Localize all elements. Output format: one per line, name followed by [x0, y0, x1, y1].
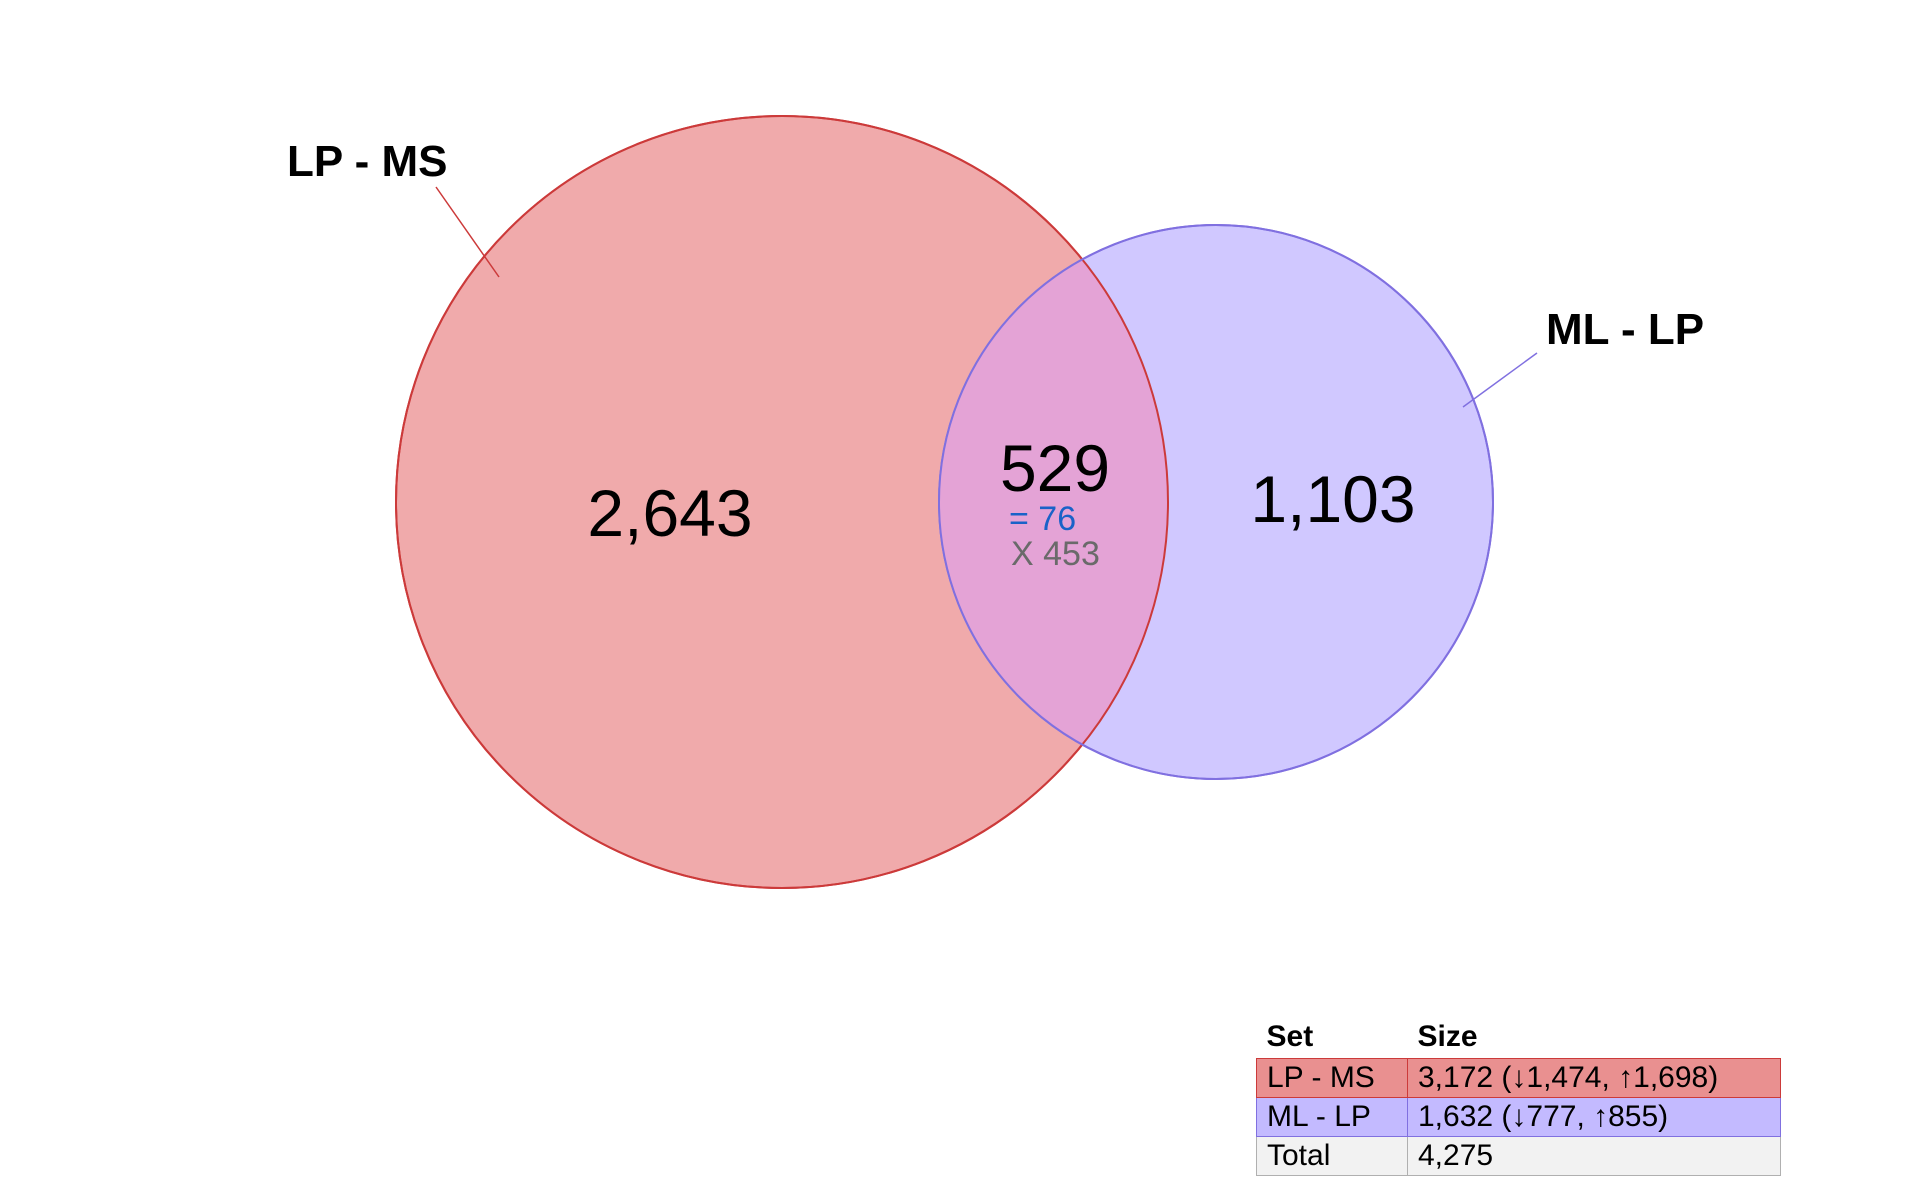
table-cell-set: LP - MS: [1256, 1058, 1408, 1098]
ml-lp-label: ML - LP: [1546, 305, 1704, 354]
table-header-set: Set: [1266, 1020, 1314, 1053]
intersection-region: [939, 225, 1168, 779]
table-header-row: Set Size: [1257, 1016, 1781, 1059]
table-cell-set: ML - LP: [1256, 1097, 1408, 1137]
table-cell-size: 1,632 (↓777, ↑855): [1407, 1097, 1781, 1137]
intersection-opposite-direction-count: X 453: [1011, 535, 1100, 573]
table-row-total: Total 4,275: [1256, 1136, 1781, 1176]
intersection-same-direction-count: = 76: [1009, 500, 1076, 538]
table-cell-size: 3,172 (↓1,474, ↑1,698): [1407, 1058, 1781, 1098]
intersection-count: 529: [1000, 431, 1110, 505]
ml-lp-leader-line: [1462, 352, 1538, 408]
table-cell-size: 4,275: [1407, 1136, 1781, 1176]
lp-ms-label: LP - MS: [287, 137, 448, 186]
table-row-lp-ms: LP - MS 3,172 (↓1,474, ↑1,698): [1256, 1058, 1781, 1098]
table-header-size: Size: [1417, 1020, 1478, 1053]
lp-ms-leader-line: [435, 186, 500, 278]
lp-ms-only-count: 2,643: [587, 476, 752, 550]
ml-lp-only-count: 1,103: [1250, 462, 1415, 536]
ml-lp-outline: [938, 224, 1494, 780]
table-cell-set: Total: [1256, 1136, 1408, 1176]
set-size-table: Set Size LP - MS 3,172 (↓1,474, ↑1,698) …: [1256, 1016, 1781, 1176]
lp-ms-outline: [395, 115, 1169, 889]
table-row-ml-lp: ML - LP 1,632 (↓777, ↑855): [1256, 1097, 1781, 1137]
